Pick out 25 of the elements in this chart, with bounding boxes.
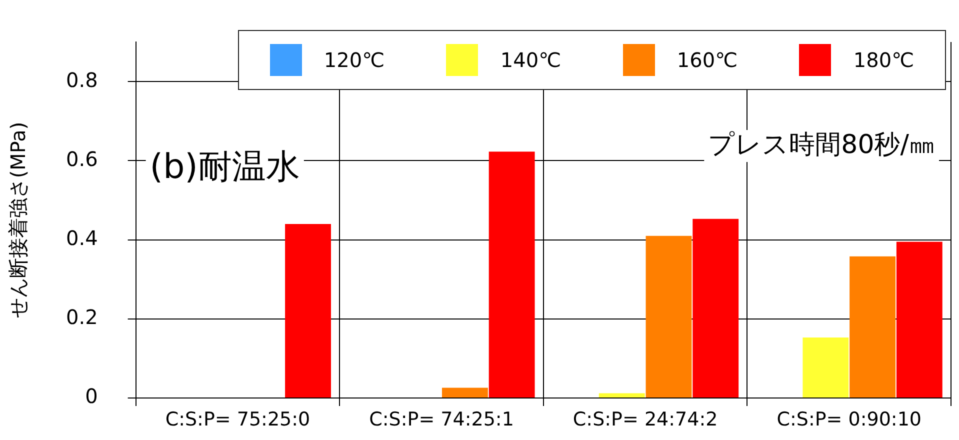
y-axis-title: せん断接着強さ(MPa) (6, 122, 30, 318)
bar (850, 256, 896, 398)
legend-label: 160℃ (676, 48, 738, 72)
legend-label: 140℃ (500, 48, 562, 72)
bar (802, 337, 849, 398)
annotation: (b)耐温水 (150, 146, 300, 187)
bar (646, 236, 692, 398)
legend-label: 180℃ (853, 48, 914, 72)
bar (442, 388, 488, 398)
bar (285, 224, 331, 398)
bar (692, 218, 739, 398)
bar (488, 152, 535, 398)
y-tick-label: 0 (85, 384, 98, 408)
y-tick-label: 0.8 (66, 68, 98, 92)
x-tick-label: C:S:P= 0:90:10 (776, 408, 922, 430)
bar (598, 393, 645, 398)
legend-label: 120℃ (324, 48, 385, 72)
annotation: プレス時間80秒/㎜ (708, 130, 935, 160)
y-tick-label: 0.6 (66, 146, 98, 171)
x-tick-label: C:S:P= 75:25:0 (165, 408, 310, 430)
x-tick-label: C:S:P= 24:74:2 (572, 408, 718, 430)
x-tick-label: C:S:P= 74:25:1 (369, 408, 514, 430)
y-tick-label: 0.2 (66, 305, 98, 330)
y-tick-label: 0.4 (66, 226, 98, 250)
bar (896, 242, 942, 398)
